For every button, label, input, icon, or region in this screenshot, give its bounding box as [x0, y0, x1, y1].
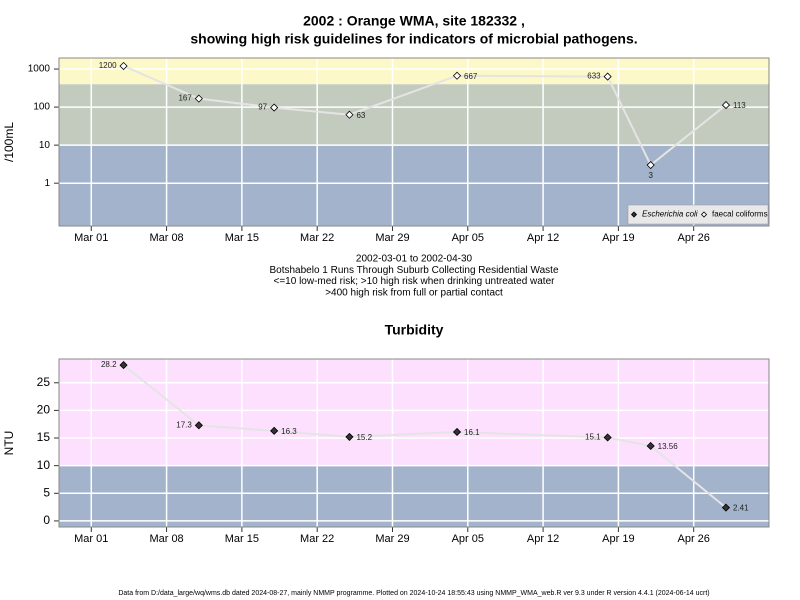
chart-title: Turbidity — [385, 322, 444, 338]
x-tick-label: Mar 15 — [225, 533, 259, 545]
risk-band — [59, 58, 769, 85]
data-point — [603, 433, 612, 442]
x-tick-label: Mar 22 — [300, 232, 334, 244]
y-tick-label: 1000 — [28, 64, 51, 75]
value-label: 16.3 — [281, 427, 297, 436]
x-tick-label: Mar 08 — [149, 232, 183, 244]
value-label: 167 — [178, 94, 192, 103]
y-tick-label: 10 — [39, 140, 51, 151]
risk-band — [59, 465, 769, 527]
x-tick-label: Apr 05 — [452, 533, 484, 545]
x-tick-label: Mar 29 — [375, 533, 409, 545]
y-axis-label: /100mL — [2, 122, 16, 162]
data-point — [721, 101, 731, 110]
value-label: 15.1 — [585, 433, 601, 442]
legend-marker — [630, 211, 638, 218]
legend-marker — [700, 211, 708, 218]
data-point — [646, 160, 655, 170]
data-point — [270, 426, 279, 435]
value-label: 17.3 — [176, 420, 192, 429]
x-tick-label: Apr 12 — [527, 232, 559, 244]
x-tick-label: Mar 01 — [74, 232, 108, 244]
risk-band — [59, 84, 769, 146]
data-point — [194, 421, 203, 430]
y-axis-label: NTU — [2, 431, 16, 456]
value-label: 13.56 — [658, 442, 679, 451]
series-line — [123, 65, 727, 167]
x-tick-label: Mar 29 — [375, 232, 409, 244]
value-label: 16.1 — [464, 428, 480, 437]
chart-title: 2002 : Orange WMA, site 182332 , — [303, 13, 525, 29]
data-point — [194, 94, 203, 103]
note: <=10 low-med risk; >10 high risk when dr… — [274, 276, 556, 287]
legend-label: Escherichia coli — [642, 210, 698, 219]
chart-title: showing high risk guidelines for indicat… — [190, 31, 637, 47]
value-label: 2.41 — [733, 504, 749, 513]
x-tick-label: Mar 01 — [74, 533, 108, 545]
x-tick-label: Apr 26 — [677, 533, 709, 545]
value-label: 15.2 — [356, 433, 372, 442]
y-tick-label: 25 — [37, 375, 51, 389]
data-point — [452, 427, 462, 437]
y-tick-label: 100 — [33, 102, 50, 113]
data-point — [721, 503, 731, 512]
value-label: 113 — [733, 101, 746, 110]
data-point — [345, 110, 354, 119]
footer: Data from D:/data_large/wq/wms.db dated … — [118, 590, 709, 597]
y-tick-label: 5 — [43, 485, 50, 499]
x-tick-label: Mar 08 — [149, 533, 183, 545]
x-tick-label: Apr 05 — [452, 232, 484, 244]
y-tick-label: 15 — [37, 430, 51, 444]
value-label: 97 — [258, 103, 267, 112]
data-point — [270, 103, 279, 112]
value-label: 3 — [648, 171, 653, 180]
data-point — [345, 432, 354, 441]
data-point — [119, 361, 128, 370]
x-tick-label: Apr 12 — [527, 533, 559, 545]
x-tick-label: Mar 15 — [225, 232, 259, 244]
value-label: 28.2 — [101, 360, 117, 369]
y-tick-label: 10 — [37, 458, 51, 472]
legend-label: faecal coliforms — [712, 210, 768, 219]
value-label: 633 — [587, 72, 601, 81]
note: 2002-03-01 to 2002-04-30 — [356, 254, 473, 265]
data-point — [452, 71, 462, 80]
x-tick-label: Apr 26 — [677, 232, 709, 244]
plot-frame — [58, 57, 770, 227]
note: Botshabelo 1 Runs Through Suburb Collect… — [269, 265, 558, 276]
data-point — [119, 61, 128, 71]
note: >400 high risk from full or partial cont… — [325, 288, 503, 299]
x-tick-label: Apr 19 — [602, 533, 634, 545]
y-tick-label: 20 — [37, 403, 51, 417]
data-point — [603, 72, 612, 81]
series-line — [122, 364, 727, 509]
plot-frame — [58, 358, 770, 528]
data-point — [646, 441, 655, 451]
legend-box — [627, 204, 769, 225]
value-label: 1200 — [99, 61, 117, 70]
y-tick-label: 1 — [44, 178, 50, 189]
value-label: 63 — [356, 111, 365, 120]
x-tick-label: Mar 22 — [300, 533, 334, 545]
value-label: 667 — [464, 72, 478, 81]
y-tick-label: 0 — [43, 513, 50, 527]
x-tick-label: Apr 19 — [602, 232, 634, 244]
